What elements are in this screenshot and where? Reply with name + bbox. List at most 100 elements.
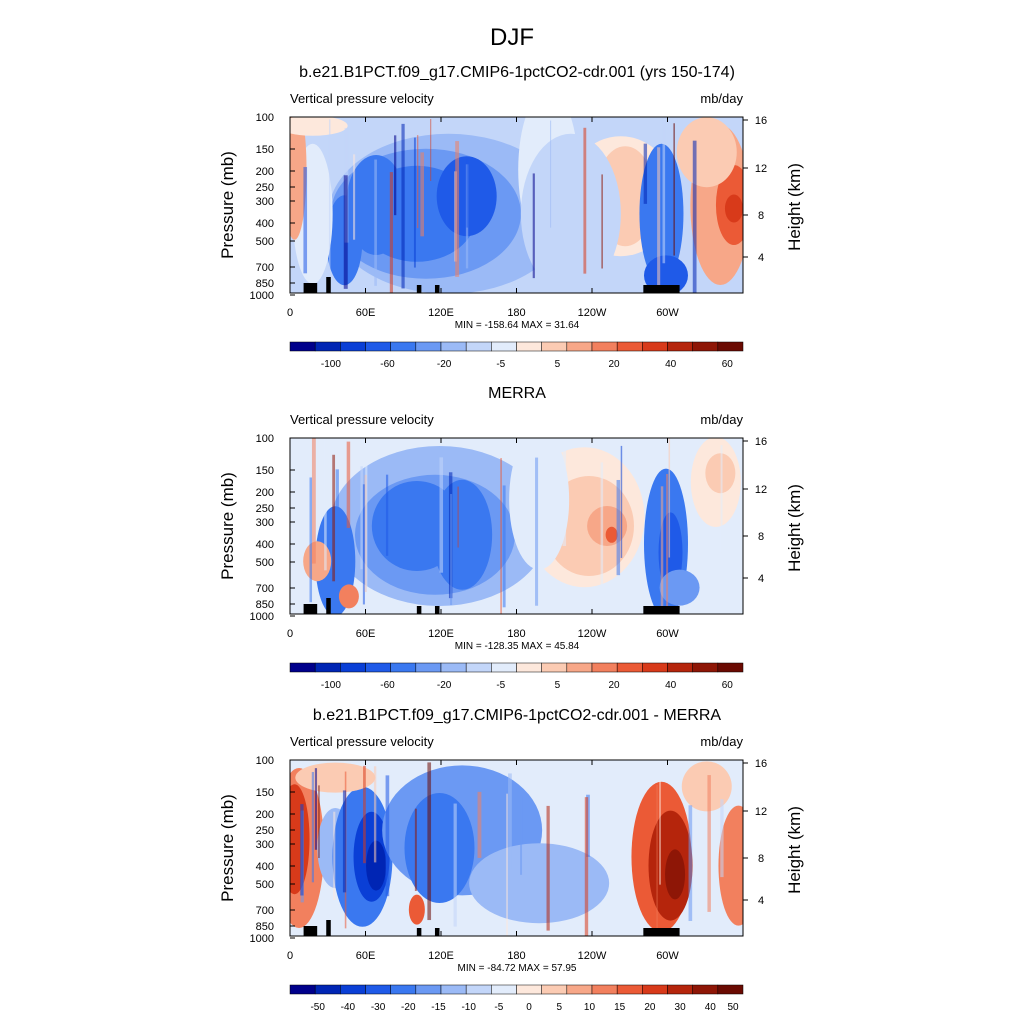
contour-streak	[324, 438, 327, 571]
colorbar-swatch	[541, 984, 568, 995]
y-tick-label: 850	[256, 599, 274, 611]
contour-patch	[676, 117, 737, 188]
colorbar-swatch	[717, 341, 744, 352]
x-tick-label: 180	[507, 950, 525, 962]
y-tick-label: 700	[256, 583, 274, 595]
colorbar-swatch	[591, 662, 618, 673]
contour-patch	[718, 805, 743, 926]
units-label: mb/day	[700, 412, 743, 427]
contour-streak	[362, 484, 365, 605]
topography-mask	[303, 604, 318, 614]
contour-field	[290, 761, 743, 936]
colorbar-label: 5	[555, 680, 561, 691]
colorbar-label: -100	[321, 359, 341, 370]
contour-streak	[335, 469, 339, 604]
colorbar-swatch	[465, 341, 492, 352]
contour-streak	[363, 765, 366, 864]
colorbar-swatch	[591, 341, 618, 352]
colorbar-label: -10	[461, 1002, 476, 1013]
colorbar-swatch	[365, 662, 391, 673]
contour-patch	[639, 143, 684, 284]
topography-mask	[416, 285, 422, 293]
y-right-tick-label: 12	[755, 163, 767, 175]
contour-streak	[413, 137, 416, 268]
x-tick-label: 120W	[578, 307, 607, 319]
colorbar-label: -5	[496, 680, 505, 691]
y-tick-label: 700	[256, 262, 274, 274]
y-tick-label: 200	[256, 809, 274, 821]
colorbar-swatch	[340, 341, 366, 352]
contour-streak	[657, 147, 661, 293]
contour-patch	[303, 541, 332, 582]
contour-streak	[311, 771, 314, 883]
topography-mask	[416, 606, 422, 614]
x-tick-label: 60W	[656, 307, 679, 319]
colorbar-swatch	[289, 341, 316, 352]
colorbar-label: -50	[310, 1002, 325, 1013]
colorbar-label: -30	[371, 1002, 386, 1013]
colorbar-label: 20	[644, 1002, 656, 1013]
colorbar-label: 15	[614, 1002, 626, 1013]
contour-streak	[303, 167, 308, 274]
contour-streak	[318, 785, 320, 859]
contour-streak	[668, 438, 671, 558]
y-right-tick-label: 4	[758, 573, 764, 585]
topography-mask	[416, 928, 422, 936]
y-axis-label: Pressure (mb)	[218, 794, 237, 902]
contour-patch	[643, 255, 688, 293]
y-tick-label: 850	[256, 921, 274, 933]
contour-streak	[508, 773, 512, 869]
contour-streak	[373, 766, 377, 863]
colorbar-swatch	[415, 984, 442, 995]
contour-streak	[314, 768, 318, 850]
colorbar-swatch	[667, 341, 693, 352]
contour-patch	[404, 793, 475, 903]
contour-streak	[532, 173, 535, 279]
y-right-tick-label: 4	[758, 895, 764, 907]
y-tick-label: 300	[256, 839, 274, 851]
variable-label: Vertical pressure velocity	[290, 412, 434, 427]
colorbar-label: -60	[380, 680, 395, 691]
contour-streak	[360, 466, 363, 570]
contour-streak	[520, 795, 523, 875]
y-tick-label: 400	[256, 539, 274, 551]
topography-mask	[643, 606, 680, 614]
y-right-axis-label: Height (km)	[785, 163, 804, 251]
contour-streak	[506, 793, 508, 936]
contour-streak	[328, 119, 331, 290]
colorbar-swatch	[491, 984, 517, 995]
colorbar-label: 30	[675, 1002, 687, 1013]
colorbar-label: -5	[494, 1002, 503, 1013]
contour-patch	[681, 761, 732, 812]
y-right-tick-label: 12	[755, 484, 767, 496]
contour-streak	[427, 762, 432, 921]
colorbar-swatch	[642, 662, 668, 673]
y-tick-label: 1000	[250, 611, 274, 623]
colorbar-swatch	[541, 662, 568, 673]
colorbar-swatch	[415, 662, 442, 673]
colorbar-swatch	[616, 341, 643, 352]
y-right-tick-label: 8	[758, 853, 764, 865]
contour-streak	[309, 477, 313, 603]
contour-field	[303, 438, 741, 614]
topography-mask	[434, 285, 440, 293]
y-tick-label: 250	[256, 182, 274, 194]
contour-streak	[430, 118, 432, 181]
y-tick-label: 100	[256, 755, 274, 767]
colorbar-label: 5	[555, 359, 561, 370]
colorbar-swatch	[541, 341, 568, 352]
colorbar-label: -20	[437, 359, 452, 370]
colorbar-label: 50	[727, 1002, 739, 1013]
x-tick-label: 60W	[656, 950, 679, 962]
y-tick-label: 100	[256, 433, 274, 445]
y-tick-label: 100	[256, 112, 274, 124]
contour-patch	[290, 784, 310, 895]
colorbar-swatch	[314, 984, 341, 995]
x-tick-label: 180	[507, 307, 525, 319]
contour-streak	[600, 462, 604, 614]
colorbar-swatch	[440, 662, 467, 673]
colorbar-swatch	[365, 341, 391, 352]
contour-streak	[466, 158, 469, 228]
colorbar-swatch	[516, 341, 542, 352]
